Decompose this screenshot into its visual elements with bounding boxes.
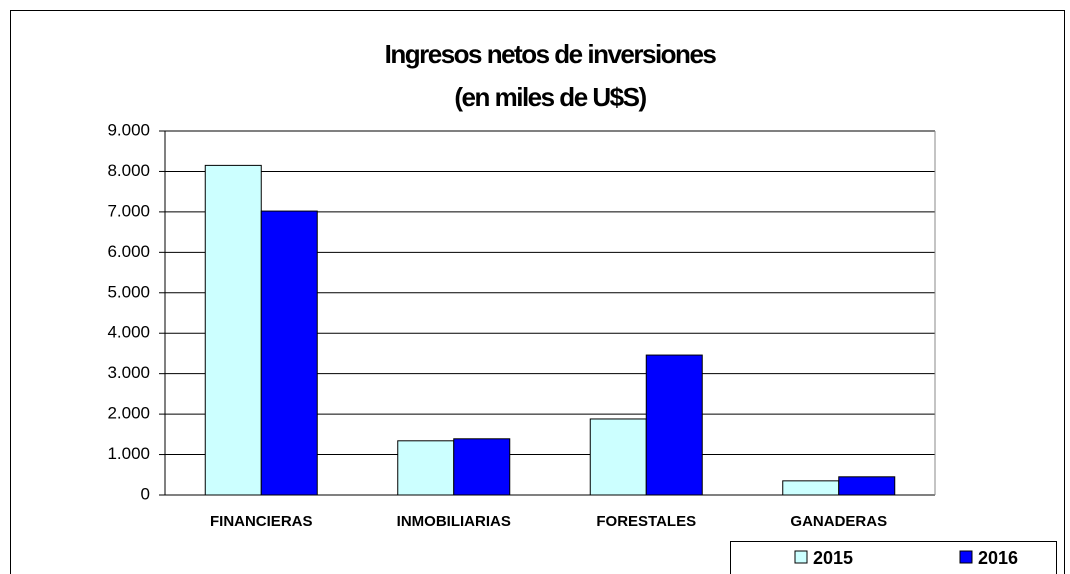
bar <box>397 440 455 496</box>
bar <box>838 476 896 496</box>
chart-frame <box>10 10 1065 574</box>
bar <box>453 438 511 496</box>
legend-swatch <box>959 550 973 564</box>
x-tick-label: GANADERAS <box>790 513 887 530</box>
x-tick-label: FORESTALES <box>596 513 696 530</box>
y-tick-label: 1.000 <box>107 444 150 463</box>
y-tick-label: 3.000 <box>107 363 150 382</box>
legend-label: 2016 <box>978 548 1018 568</box>
bar <box>589 418 647 496</box>
bar <box>260 210 318 496</box>
bar <box>204 164 262 496</box>
y-tick-label: 5.000 <box>107 282 150 301</box>
x-tick-label: FINANCIERAS <box>210 513 313 530</box>
y-tick-label: 4.000 <box>107 323 150 342</box>
x-tick-label: INMOBILIARIAS <box>397 513 511 530</box>
chart-subtitle: (en miles de U$S) <box>454 82 646 112</box>
y-tick-label: 2.000 <box>107 404 150 423</box>
y-tick-label: 7.000 <box>107 201 150 220</box>
y-tick-label: 6.000 <box>107 242 150 261</box>
y-tick-label: 0 <box>141 484 150 503</box>
bar <box>782 480 840 496</box>
y-tick-label: 9.000 <box>107 120 150 139</box>
bar <box>645 354 703 496</box>
chart-title: Ingresos netos de inversiones <box>385 39 717 69</box>
y-tick-label: 8.000 <box>107 161 150 180</box>
legend-swatch <box>794 550 808 564</box>
legend-box <box>730 541 1057 574</box>
legend-label: 2015 <box>813 548 853 568</box>
